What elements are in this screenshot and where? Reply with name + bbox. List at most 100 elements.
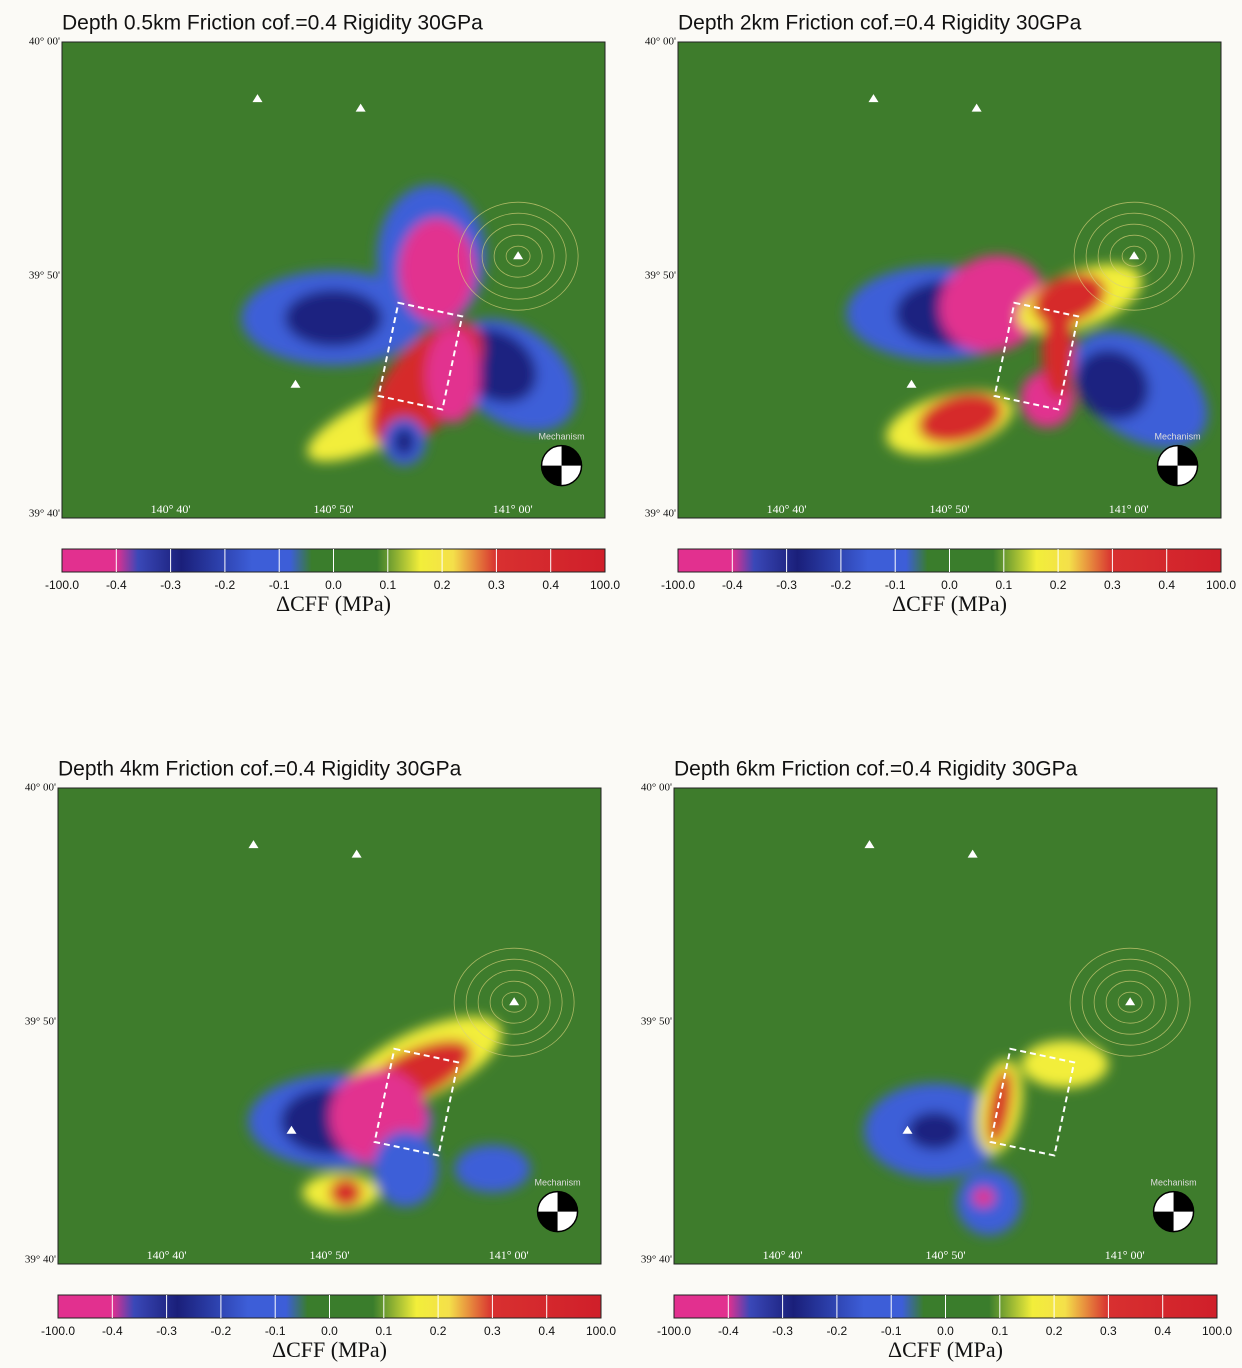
volcano-marker bbox=[1129, 251, 1140, 260]
colorbar-tick-label: 0.4 bbox=[538, 1324, 555, 1338]
colorbar-tick-label: 0.3 bbox=[488, 578, 505, 592]
lat-label: 39° 50' bbox=[29, 270, 60, 282]
map-frame bbox=[61, 41, 606, 519]
stress-lobe bbox=[972, 1187, 995, 1207]
volcano-marker bbox=[967, 849, 978, 858]
map-panel: Depth 2km Friction cof.=0.4 Rigidity 30G… bbox=[645, 12, 1236, 617]
lat-label: 39° 40' bbox=[641, 1254, 672, 1266]
colorbar-tick-label: 0.1 bbox=[995, 578, 1012, 592]
panel-title: Depth 4km Friction cof.=0.4 Rigidity 30G… bbox=[58, 758, 462, 781]
map-frame bbox=[677, 41, 1222, 519]
mechanism-label: Mechanism bbox=[1151, 1177, 1197, 1187]
contour bbox=[493, 234, 543, 278]
colorbar-tick-label: -0.4 bbox=[106, 578, 127, 592]
volcano-marker bbox=[513, 251, 524, 260]
stress-lobe bbox=[1041, 303, 1075, 399]
colorbar-tick-label: 100.0 bbox=[1206, 578, 1236, 592]
colorbar-tick-label: 0.4 bbox=[1158, 578, 1175, 592]
fault-outline bbox=[989, 1047, 1076, 1157]
colorbar-tick-label: -0.2 bbox=[215, 578, 236, 592]
stress-lobe bbox=[939, 255, 1047, 353]
fault-outline bbox=[377, 301, 464, 411]
contour bbox=[1121, 245, 1147, 267]
map-panel: Depth 4km Friction cof.=0.4 Rigidity 30G… bbox=[25, 758, 616, 1363]
volcano-marker bbox=[906, 379, 917, 388]
colorbar-tick-label: 0.0 bbox=[937, 1324, 954, 1338]
colorbar-tick-label: 0.4 bbox=[542, 578, 559, 592]
stress-lobe bbox=[393, 427, 415, 457]
colorbar-tick-label: 100.0 bbox=[586, 1324, 616, 1338]
volcano-marker bbox=[248, 840, 259, 849]
lon-label: 141° 00' bbox=[493, 502, 533, 516]
lon-label: 141° 00' bbox=[1109, 502, 1149, 516]
colorbar-tick-label: -100.0 bbox=[661, 578, 695, 592]
mechanism-quadrant bbox=[541, 445, 582, 486]
mechanism-quadrant bbox=[1153, 1191, 1194, 1232]
map-background bbox=[674, 788, 1217, 1264]
volcano-marker bbox=[971, 103, 982, 112]
lat-label: 40° 00' bbox=[25, 782, 56, 794]
contour bbox=[481, 223, 555, 289]
volcano-marker bbox=[355, 103, 366, 112]
colorbar-tick-label: -0.2 bbox=[831, 578, 852, 592]
lon-label: 140° 40' bbox=[147, 1248, 187, 1262]
stress-lobes bbox=[846, 255, 1208, 456]
colorbar-tick-label: -0.1 bbox=[881, 1324, 902, 1338]
colorbar-tick-label: 0.3 bbox=[484, 1324, 501, 1338]
lon-label: 141° 00' bbox=[489, 1248, 529, 1262]
stress-lobe bbox=[1075, 349, 1149, 420]
map-frame bbox=[673, 787, 1218, 1265]
colorbar-tick-label: -0.4 bbox=[102, 1324, 123, 1338]
lon-label: 140° 50' bbox=[310, 1248, 350, 1262]
contour bbox=[505, 245, 531, 267]
panel-title: Depth 2km Friction cof.=0.4 Rigidity 30G… bbox=[678, 12, 1082, 35]
volcano-marker bbox=[351, 849, 362, 858]
colorbar-tick-label: 0.2 bbox=[1050, 578, 1067, 592]
stress-lobe bbox=[398, 218, 475, 323]
stress-lobe bbox=[425, 327, 481, 423]
lat-label: 39° 50' bbox=[641, 1016, 672, 1028]
colorbar-tick-label: 0.0 bbox=[321, 1324, 338, 1338]
colorbar-tick-label: 0.3 bbox=[1104, 578, 1121, 592]
contour bbox=[1117, 991, 1143, 1013]
lon-label: 140° 50' bbox=[926, 1248, 966, 1262]
contour bbox=[469, 212, 567, 300]
contour bbox=[489, 980, 539, 1024]
lat-label: 39° 40' bbox=[29, 508, 60, 520]
colorbar-tick-label: -0.2 bbox=[827, 1324, 848, 1338]
fault-outline bbox=[373, 1047, 460, 1157]
mechanism-label: Mechanism bbox=[535, 1177, 581, 1187]
fault-outline bbox=[993, 301, 1080, 411]
colorbar-tick-label: 100.0 bbox=[1202, 1324, 1232, 1338]
stress-lobe bbox=[372, 1130, 439, 1207]
lat-label: 40° 00' bbox=[645, 36, 676, 48]
map-panel: Depth 0.5km Friction cof.=0.4 Rigidity 3… bbox=[29, 12, 620, 617]
stress-lobes bbox=[248, 1016, 531, 1212]
contour bbox=[1085, 212, 1183, 300]
volcano-marker bbox=[290, 379, 301, 388]
stress-lobe bbox=[284, 289, 383, 347]
lat-label: 39° 40' bbox=[25, 1254, 56, 1266]
stress-lobe bbox=[329, 1178, 363, 1207]
colorbar-tick-label: -0.3 bbox=[772, 1324, 793, 1338]
colorbar-tick-label: 0.4 bbox=[1154, 1324, 1171, 1338]
mechanism-quadrant bbox=[1157, 445, 1198, 486]
lat-label: 40° 00' bbox=[641, 782, 672, 794]
colorbar-tick-label: 100.0 bbox=[590, 578, 620, 592]
colorbar-label: ΔCFF (MPa) bbox=[272, 1337, 387, 1362]
contour bbox=[1081, 958, 1179, 1046]
colorbar-tick-label: -0.2 bbox=[211, 1324, 232, 1338]
colorbar-label: ΔCFF (MPa) bbox=[892, 591, 1007, 616]
colorbar-tick-label: -0.3 bbox=[776, 578, 797, 592]
colorbar-tick-label: 0.2 bbox=[1046, 1324, 1063, 1338]
colorbar-tick-label: 0.3 bbox=[1100, 1324, 1117, 1338]
stress-lobe bbox=[1021, 1040, 1109, 1088]
contour bbox=[501, 991, 527, 1013]
colorbar-tick-label: 0.0 bbox=[325, 578, 342, 592]
lat-label: 39° 50' bbox=[25, 1016, 56, 1028]
colorbar-tick-label: -0.1 bbox=[885, 578, 906, 592]
map-frame bbox=[57, 787, 602, 1265]
colorbar-tick-label: 0.1 bbox=[991, 1324, 1008, 1338]
stress-lobe bbox=[907, 1111, 962, 1150]
